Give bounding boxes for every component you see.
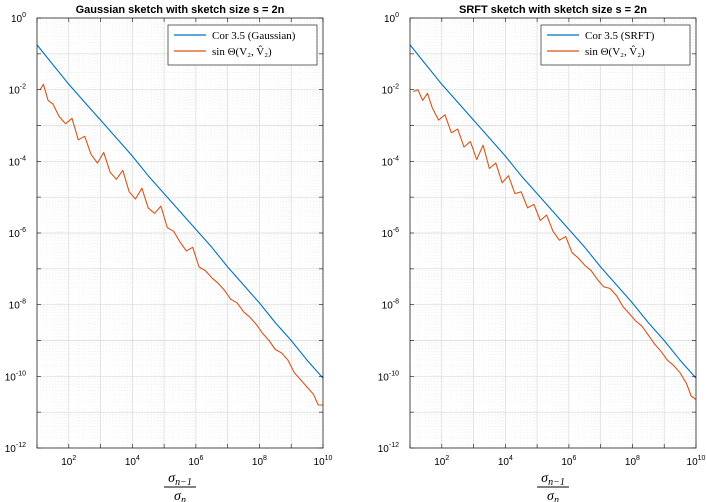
chart-title: SRFT sketch with sketch size s = 2n [459, 4, 647, 16]
x-tick-label: 1010 [314, 455, 333, 468]
legend-label: Cor 3.5 (Gaussian) [212, 30, 296, 42]
y-tick-label: 10-2 [382, 84, 399, 97]
legend-box [167, 24, 318, 66]
y-tick-label: 10-6 [9, 227, 26, 240]
legend: Cor 3.5 (Gaussian) sin Θ(V₂, V̂₂) [167, 24, 318, 66]
x-label-denominator: σn [547, 489, 559, 502]
y-tick-label: 10-10 [378, 370, 399, 383]
x-tick-label: 106 [188, 455, 203, 468]
chart-title: Gaussian sketch with sketch size s = 2n [76, 4, 285, 16]
legend-label: sin Θ(V₂, V̂₂) [585, 45, 645, 58]
y-tick-label: 10-8 [9, 299, 26, 312]
legend-box [540, 24, 691, 66]
legend-label: Cor 3.5 (SRFT) [585, 30, 655, 42]
y-tick-label: 10-6 [382, 227, 399, 240]
y-tick-label: 10-4 [9, 155, 26, 168]
x-label-denominator: σn [174, 489, 186, 502]
x-tick-label: 102 [61, 455, 76, 468]
y-tick-label: 100 [11, 12, 26, 25]
x-tick-label: 108 [625, 455, 640, 468]
panel-gaussian: 102 104 106 108 1010 10-12 10-10 10-8 10-6 10-4 10… [5, 4, 333, 502]
x-label-numerator: σn−1 [168, 471, 192, 488]
y-tick-label: 10-4 [382, 155, 399, 168]
x-tick-label: 106 [561, 455, 576, 468]
y-tick-label: 10-2 [9, 84, 26, 97]
legend: Cor 3.5 (SRFT) sin Θ(V₂, V̂₂) [540, 24, 691, 66]
grid [409, 17, 697, 449]
grid [36, 17, 324, 449]
x-label-numerator: σn−1 [541, 471, 565, 488]
y-tick-label: 10-8 [382, 299, 399, 312]
y-tick-label: 10-12 [5, 442, 26, 455]
x-tick-label: 1010 [687, 455, 706, 468]
x-tick-label: 104 [498, 455, 513, 468]
x-tick-label: 104 [125, 455, 140, 468]
y-tick-label: 10-10 [5, 370, 26, 383]
series-bound-line [409, 44, 697, 379]
y-tick-label: 10-12 [378, 442, 399, 455]
x-tick-label: 108 [252, 455, 267, 468]
x-tick-label: 102 [434, 455, 449, 468]
y-tick-label: 100 [384, 12, 399, 25]
series-sintheta-line [39, 83, 323, 406]
series-bound-line [36, 44, 324, 379]
series-sintheta-line [413, 89, 697, 401]
legend-label: sin Θ(V₂, V̂₂) [212, 45, 272, 58]
panel-srft: 102 104 106 108 1010 10-12 10-10 10-8 10-6 10-4 10… [378, 4, 706, 502]
